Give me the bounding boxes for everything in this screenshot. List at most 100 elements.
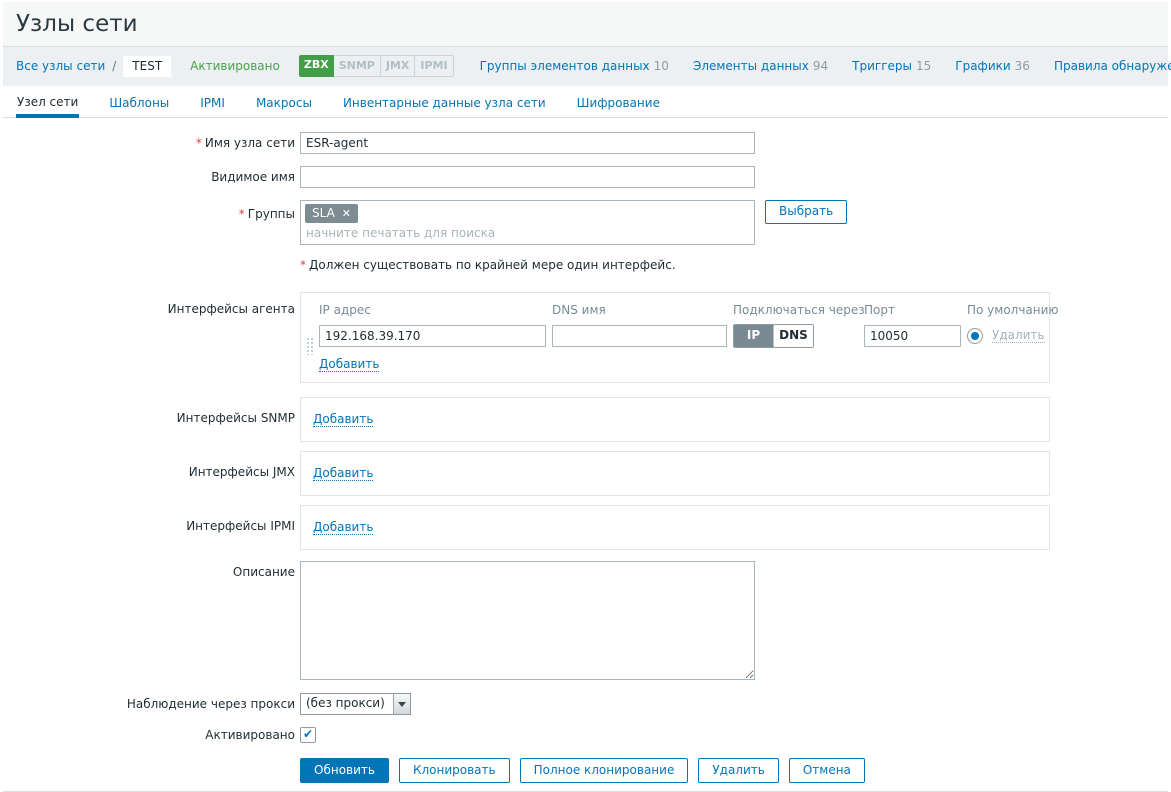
- nav-count-items: 94: [812, 58, 829, 73]
- drag-handle-icon[interactable]: [306, 336, 314, 355]
- connect-column-header: Подключаться через: [733, 302, 865, 317]
- breadcrumb: Все узлы сети / TEST Активировано ZBX SN…: [3, 46, 1171, 86]
- page-header: Узлы сети: [3, 2, 1168, 47]
- tab-macros[interactable]: Макросы: [255, 95, 312, 110]
- tab-ipmi[interactable]: IPMI: [200, 95, 225, 110]
- dropdown-arrow-icon[interactable]: [392, 693, 410, 714]
- dns-column-header: DNS имя: [552, 302, 606, 317]
- availability-badges: ZBX SNMP JMX IPMI: [298, 55, 454, 78]
- tab-templates[interactable]: Шаблоны: [109, 95, 170, 110]
- proxy-select[interactable]: (без прокси): [300, 692, 411, 715]
- host-name-input[interactable]: [300, 131, 755, 154]
- breadcrumb-current-host: TEST: [123, 55, 172, 77]
- visible-name-row: Видимое имя: [0, 165, 1171, 188]
- required-asterisk: *: [195, 135, 202, 150]
- form-actions: Обновить Клонировать Полное клонирование…: [300, 757, 1171, 783]
- tab-host-inventory[interactable]: Инвентарные данные узла сети: [342, 95, 546, 110]
- snmp-availability-badge: SNMP: [333, 55, 381, 78]
- proxy-label: Наблюдение через прокси: [126, 696, 295, 711]
- connect-via-dns-option[interactable]: DNS: [773, 324, 813, 347]
- enabled-label: Активировано: [205, 727, 295, 742]
- update-button[interactable]: Обновить: [300, 757, 389, 783]
- nav-link-discovery-rules[interactable]: Правила обнаружения: [1053, 58, 1171, 73]
- ipmi-availability-badge: IPMI: [415, 55, 454, 78]
- nav-item-item-groups: Группы элементов данных 10: [480, 59, 669, 74]
- agent-port-input[interactable]: [864, 324, 961, 347]
- nav-count-item-groups: 10: [653, 58, 669, 73]
- groups-row: *Группы SLA ✕ Выбрать: [0, 199, 1171, 245]
- jmx-interfaces-row: Интерфейсы JMX Добавить: [0, 450, 1171, 496]
- description-row: Описание: [0, 560, 1171, 680]
- page-title: Узлы сети: [16, 11, 138, 37]
- default-interface-radio[interactable]: [967, 327, 983, 344]
- enabled-checkbox[interactable]: ✔: [300, 726, 316, 743]
- tab-encryption[interactable]: Шифрование: [576, 95, 660, 110]
- connect-via-ip-option[interactable]: IP: [734, 324, 773, 347]
- host-name-label: * Имя узла сети: [195, 135, 295, 150]
- agent-add-interface-link[interactable]: Добавить: [319, 356, 380, 372]
- nav-count-triggers: 15: [915, 58, 932, 73]
- ipmi-interfaces-row: Интерфейсы IPMI Добавить: [0, 504, 1171, 550]
- ipmi-add-interface-link[interactable]: Добавить: [313, 519, 374, 535]
- nav-item-discovery-rules: Правила обнаружения2: [1054, 59, 1171, 74]
- agent-interface-grid: IP адрес DNS имя Подключаться через Порт…: [319, 302, 1059, 348]
- jmx-add-interface-link[interactable]: Добавить: [313, 465, 374, 481]
- remove-interface-link: Удалить: [992, 328, 1045, 344]
- agent-interfaces-box: IP адрес DNS имя Подключаться через Порт…: [300, 291, 1059, 383]
- groups-select-button[interactable]: Выбрать: [765, 199, 848, 224]
- nav-item-triggers: Триггеры 15: [852, 59, 931, 74]
- group-chip-label: SLA: [312, 205, 335, 220]
- breadcrumb-all-hosts-link[interactable]: Все узлы сети: [16, 58, 106, 73]
- ip-column-header: IP адрес: [319, 302, 371, 317]
- nav-count-graphs: 36: [1014, 58, 1030, 73]
- interface-warning-text: Должен существовать по крайней мере один…: [309, 257, 676, 272]
- delete-button[interactable]: Удалить: [698, 757, 779, 783]
- snmp-interfaces-row: Интерфейсы SNMP Добавить: [0, 396, 1171, 442]
- nav-link-items[interactable]: Элементы данных: [692, 58, 809, 73]
- description-textarea[interactable]: [300, 560, 755, 680]
- ipmi-interfaces-box: Добавить: [300, 504, 1050, 550]
- port-column-header: Порт: [864, 302, 895, 317]
- page-chrome: Узлы сети Все узлы сети / TEST Активиров…: [3, 2, 1171, 86]
- nav-item-graphs: Графики 36: [955, 59, 1030, 74]
- host-nav-links: Группы элементов данных 10 Элементы данны…: [480, 59, 1171, 74]
- agent-interfaces-row: Интерфейсы агента IP адрес DNS имя Подкл…: [0, 291, 1171, 383]
- required-asterisk: *: [300, 257, 306, 272]
- remove-group-icon[interactable]: ✕: [341, 206, 352, 220]
- group-chip: SLA ✕: [305, 203, 359, 223]
- nav-item-items: Элементы данных 94: [693, 59, 828, 74]
- snmp-add-interface-link[interactable]: Добавить: [313, 411, 374, 427]
- zbx-availability-badge: ZBX: [298, 55, 334, 78]
- clone-button[interactable]: Клонировать: [398, 757, 510, 783]
- interface-warning: * Должен существовать по крайней мере оди…: [300, 258, 1171, 273]
- agent-add-row: Добавить: [319, 357, 1037, 372]
- agent-interfaces-label: Интерфейсы агента: [167, 301, 295, 316]
- tab-bar: Узел сети Шаблоны IPMI Макросы Инвентарн…: [3, 85, 1168, 118]
- agent-ip-input[interactable]: [319, 324, 546, 347]
- jmx-availability-badge: JMX: [380, 55, 416, 78]
- enabled-row: Активировано ✔: [0, 726, 1171, 743]
- proxy-row: Наблюдение через прокси (без прокси): [0, 692, 1171, 715]
- jmx-interfaces-box: Добавить: [300, 450, 1050, 496]
- description-label: Описание: [232, 564, 295, 579]
- host-form: *Имя узла сети Видимое имя *Группы SLA ✕…: [0, 118, 1171, 792]
- visible-name-input[interactable]: [300, 165, 755, 188]
- connect-via-toggle: IP DNS: [733, 323, 814, 348]
- agent-dns-input[interactable]: [552, 324, 727, 347]
- host-status-badge: Активировано: [190, 58, 280, 73]
- groups-multiselect[interactable]: SLA ✕: [300, 199, 755, 245]
- nav-link-triggers[interactable]: Триггеры: [852, 58, 912, 73]
- groups-search-input[interactable]: [305, 222, 746, 243]
- nav-link-graphs[interactable]: Графики: [955, 58, 1011, 73]
- nav-link-item-groups[interactable]: Группы элементов данных: [479, 58, 650, 73]
- ipmi-interfaces-label: Интерфейсы IPMI: [186, 518, 295, 533]
- tab-host[interactable]: Узел сети: [16, 86, 80, 118]
- host-name-row: * Имя узла сети: [0, 131, 1171, 154]
- checkbox-check-icon: ✔: [302, 727, 314, 742]
- required-asterisk: *: [238, 206, 245, 221]
- cancel-button[interactable]: Отмена: [788, 757, 865, 783]
- snmp-interfaces-box: Добавить: [300, 396, 1050, 442]
- breadcrumb-separator: /: [112, 58, 117, 73]
- full-clone-button[interactable]: Полное клонирование: [519, 757, 689, 783]
- groups-label: * Группы: [238, 206, 295, 221]
